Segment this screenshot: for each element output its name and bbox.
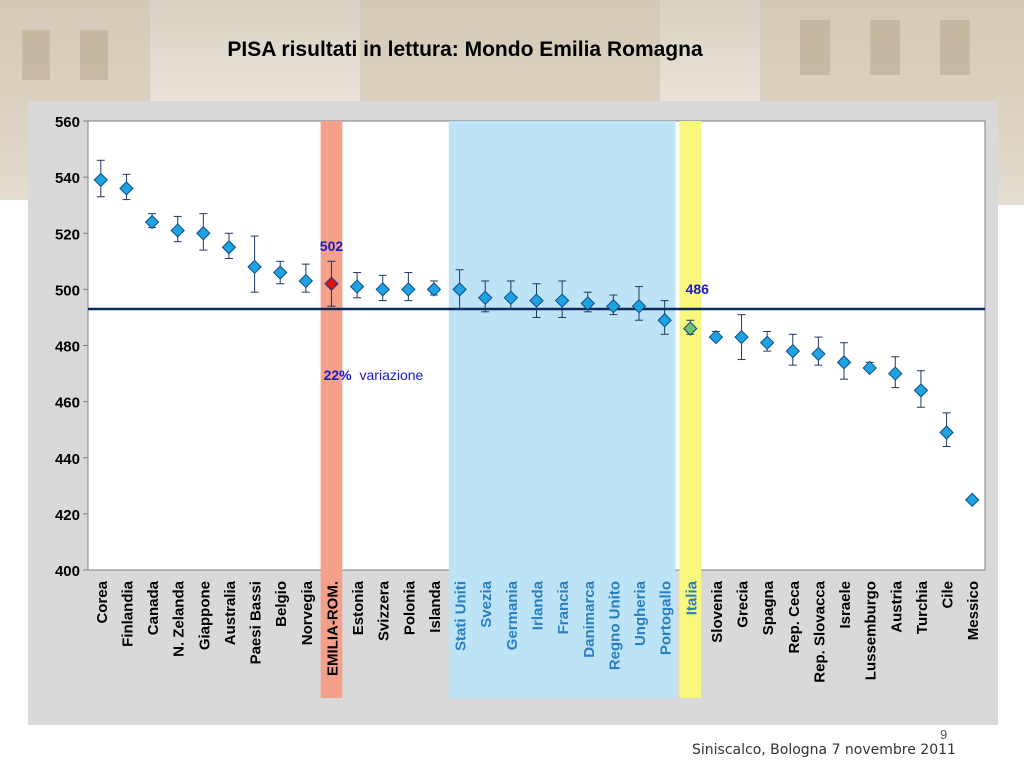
data-point (324, 276, 339, 291)
data-point (273, 265, 288, 280)
data-point (683, 321, 698, 336)
y-tick-label: 560 (55, 114, 80, 131)
y-tick-label: 500 (55, 282, 80, 299)
annotation-variation: 22% variazione (324, 367, 424, 383)
x-tick-label: Grecia (735, 580, 752, 627)
data-point (247, 259, 262, 275)
data-point (554, 293, 570, 308)
data-point (734, 329, 749, 345)
x-tick-label: Irlanda (530, 580, 547, 630)
data-point (221, 240, 237, 255)
x-tick-label: Paesi Bassi (248, 581, 265, 664)
data-point (298, 273, 314, 289)
y-tick-label: 540 (55, 170, 80, 187)
data-point (478, 290, 493, 306)
x-axis-labels: Corea Finlandia Canada N. Zelanda Giappone Au… (94, 580, 982, 682)
data-point (606, 299, 621, 314)
annotation-emilia-value: 502 (320, 238, 344, 254)
data-point (913, 383, 929, 398)
x-tick-label: Israele (837, 581, 854, 629)
data-points (93, 172, 980, 508)
x-tick-label: Finlandia (119, 580, 136, 646)
x-tick-label: Turchia (914, 580, 931, 634)
data-point (759, 335, 775, 350)
x-tick-label: N. Zelanda (171, 580, 188, 657)
chart-panel: 400 420 440 460 480 500 520 540 560 Corea Finland… (28, 101, 998, 725)
x-tick-label: Portogallo (658, 581, 675, 655)
x-tick-label: Islanda (427, 580, 444, 632)
data-point (836, 355, 852, 370)
data-point (939, 425, 954, 440)
highlight-bands (320, 121, 702, 698)
variation-percent: 22% (324, 367, 353, 383)
data-point (964, 492, 980, 508)
data-point (580, 296, 595, 311)
x-tick-label: Corea (94, 580, 111, 623)
x-tick-label: EMILIA-ROM. (324, 581, 341, 676)
band-1 (448, 121, 676, 698)
x-tick-label: Slovenia (709, 580, 726, 642)
data-point (144, 214, 160, 230)
y-tick-label: 520 (55, 226, 80, 243)
variation-word: variazione (360, 367, 424, 383)
data-point (862, 360, 877, 376)
y-tick-label: 480 (55, 339, 80, 356)
x-tick-label: Francia (555, 580, 572, 634)
page-number: 9 (940, 727, 948, 742)
x-tick-label: Cile (940, 581, 957, 609)
x-tick-label: Lussemburgo (863, 581, 880, 680)
y-tick-label: 420 (55, 507, 80, 524)
x-tick-label: Regno Unito (606, 581, 623, 670)
x-tick-label: Norvegia (299, 580, 316, 645)
data-point (888, 366, 903, 381)
x-tick-label: Svezia (478, 580, 495, 627)
x-tick-label: Austria (888, 580, 905, 632)
y-tick-label: 460 (55, 395, 80, 412)
x-tick-label: Spagna (760, 580, 777, 635)
chart: 400 420 440 460 480 500 520 540 560 Corea Finland… (55, 114, 986, 698)
data-point (401, 282, 416, 297)
data-point (119, 181, 134, 196)
data-point (452, 282, 467, 297)
x-tick-label: Danimarca (581, 580, 598, 657)
x-tick-label: Canada (145, 580, 162, 635)
y-tick-label: 400 (55, 563, 80, 580)
data-point (785, 343, 800, 359)
data-point (349, 279, 365, 294)
data-point (93, 172, 109, 188)
x-tick-label: Rep. Slovacca (811, 580, 828, 682)
x-tick-label: Messico (965, 581, 982, 640)
band-0 (320, 121, 343, 698)
x-tick-label: Giappone (196, 581, 213, 650)
data-point (631, 299, 647, 314)
annotation-italia-value: 486 (686, 281, 710, 297)
data-point (657, 313, 672, 328)
x-tick-label: Svizzera (376, 580, 393, 641)
footer-credit: Siniscalco, Bologna 7 novembre 2011 (692, 742, 956, 758)
x-tick-label: Polonia (401, 580, 418, 635)
data-point (708, 329, 724, 345)
x-tick-label: Australia (222, 580, 239, 645)
x-tick-label: Italia (683, 580, 700, 615)
slide-title: PISA risultati in lettura: Mondo Emilia … (227, 38, 703, 61)
x-tick-label: Estonia (350, 580, 367, 635)
x-tick-label: Ungheria (632, 580, 649, 646)
x-tick-label: Belgio (273, 581, 290, 627)
data-point (529, 293, 544, 308)
data-point (811, 346, 826, 362)
data-point (426, 282, 442, 297)
y-tick-label: 440 (55, 451, 80, 468)
band-2 (679, 121, 702, 698)
data-point (375, 282, 390, 297)
x-tick-label: Rep. Ceca (786, 580, 803, 653)
x-tick-label: Germania (504, 580, 521, 650)
data-point (196, 226, 211, 241)
data-point (170, 223, 185, 238)
y-axis: 400 420 440 460 480 500 520 540 560 (55, 114, 88, 580)
x-tick-label: Stati Uniti (453, 581, 470, 651)
data-point (503, 290, 519, 306)
